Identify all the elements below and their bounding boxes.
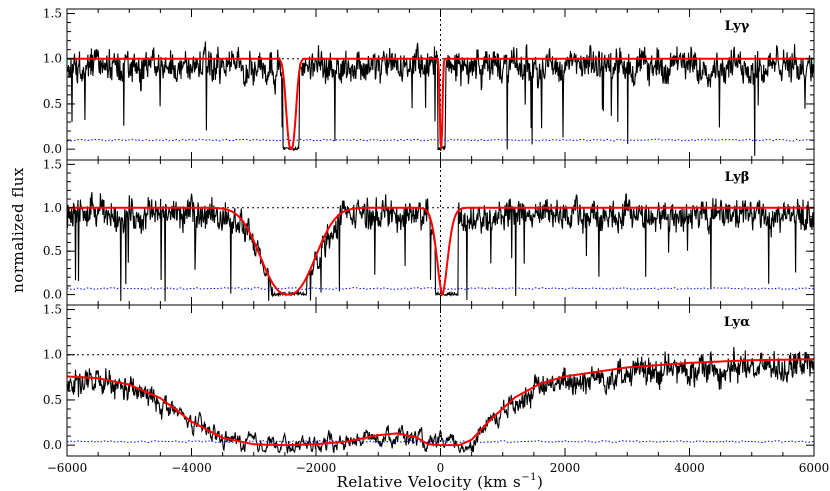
y-tick-label: 0.5	[43, 97, 62, 111]
x-tick-label: 2000	[550, 461, 581, 475]
panel-label: Lyβ	[725, 170, 750, 185]
panel-label: Lyα	[724, 315, 750, 330]
y-tick-label: 0.0	[43, 142, 62, 156]
x-tick-label: −2000	[296, 461, 337, 475]
panel-1: 0.0 0.5 1.0 1.5 Lyγ	[43, 7, 815, 161]
y-tick-label: 0.5	[43, 244, 62, 258]
panels-layer: 0.0 0.5 1.0 1.5 Lyγ 0.0 0.5 1.0 1.5 Lyβ 0.0 0.5 1.0 1…	[43, 7, 815, 457]
panel-3: 0.0 0.5 1.0 1.5 Lyα	[43, 303, 815, 457]
y-tick-label: 1.5	[43, 157, 62, 171]
model-fit-line	[67, 206, 814, 297]
model-fit-line	[67, 57, 814, 151]
y-tick-label: 1.0	[43, 52, 62, 66]
x-axis-title: Relative Velocity (km s−1)	[337, 472, 544, 491]
y-tick-label: 0.0	[43, 438, 62, 452]
panel-label: Lyγ	[725, 19, 750, 34]
x-tick-labels: −6000 −4000 −2000 0 2000 4000 6000	[47, 461, 830, 475]
observed-spectrum-line	[67, 347, 814, 455]
y-axis-title: normalized flux	[9, 167, 27, 293]
y-tick-label: 1.5	[43, 303, 62, 317]
y-tick-label: 1.5	[43, 7, 62, 21]
x-tick-label: 6000	[799, 461, 830, 475]
panel-2: 0.0 0.5 1.0 1.5 Lyβ	[43, 157, 815, 306]
x-tick-label: 0	[437, 461, 445, 475]
x-tick-label: 4000	[674, 461, 705, 475]
y-tick-label: 1.0	[43, 348, 62, 362]
model-fit-line	[67, 358, 814, 447]
y-tick-label: 1.0	[43, 201, 62, 215]
y-tick-label: 0.0	[43, 288, 62, 302]
y-tick-label: 0.5	[43, 393, 62, 407]
x-tick-label: −6000	[47, 461, 88, 475]
x-tick-label: −4000	[171, 461, 212, 475]
